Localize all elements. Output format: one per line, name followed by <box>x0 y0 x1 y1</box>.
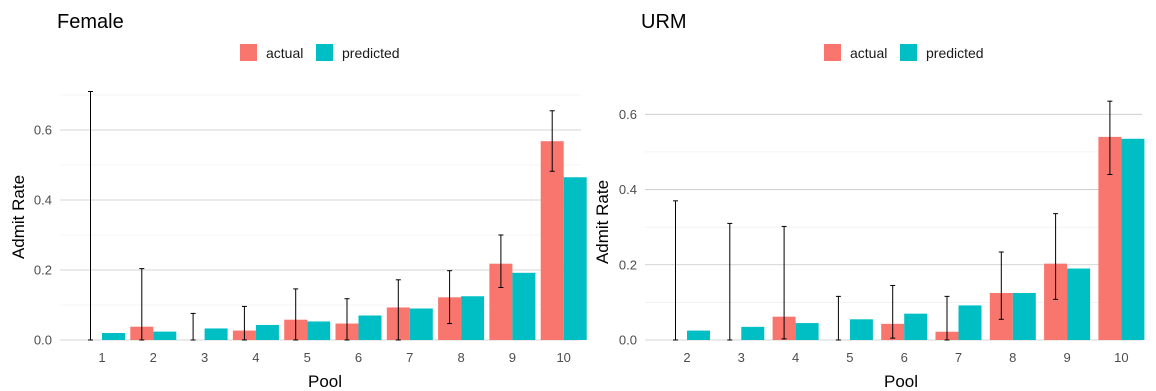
female-legend-predicted-label: predicted <box>342 45 400 61</box>
urm-bar-predicted-pool-2 <box>687 330 710 340</box>
urm-error-bar-pool-2 <box>673 200 678 341</box>
urm-error-bar-pool-7 <box>944 295 950 341</box>
female-error-bar-pool-8 <box>447 270 453 325</box>
female-y-tick-label: 0.2 <box>34 263 52 278</box>
female-x-axis-title: Pool <box>308 372 342 391</box>
female-legend-actual-label: actual <box>266 45 303 61</box>
urm-x-tick-label: 10 <box>1114 350 1128 365</box>
female-x-tick-label: 3 <box>201 350 208 365</box>
urm-chart-title: URM <box>641 11 687 33</box>
urm-y-axis-title: Admit Rate <box>593 180 612 264</box>
urm-x-tick-label: 7 <box>955 350 962 365</box>
female-y-ticks: 0.0 0.2 0.4 0.6 <box>34 123 52 348</box>
urm-bar-predicted-pool-4 <box>795 323 819 340</box>
female-legend-actual-swatch <box>240 44 257 61</box>
female-bar-predicted-pool-1 <box>102 333 125 340</box>
urm-error-bar-pool-4 <box>781 225 787 340</box>
female-bar-predicted-pool-4 <box>255 324 279 340</box>
urm-error-bar-pool-10 <box>1107 100 1113 176</box>
female-legend-predicted-swatch <box>316 44 333 61</box>
female-x-tick-label: 9 <box>509 350 516 365</box>
female-x-tick-label: 6 <box>355 350 362 365</box>
urm-legend-actual-label: actual <box>850 45 887 61</box>
female-bar-predicted-pool-10 <box>563 177 587 340</box>
urm-error-bar-pool-6 <box>890 284 896 339</box>
female-error-bar-pool-1 <box>88 91 93 341</box>
female-x-tick-label: 1 <box>98 350 105 365</box>
female-error-bar-pool-10 <box>549 110 555 172</box>
urm-x-tick-label: 5 <box>846 350 853 365</box>
urm-y-tick-label: 0.0 <box>619 333 637 348</box>
female-x-tick-label: 4 <box>252 350 259 365</box>
female-x-tick-label: 5 <box>304 350 311 365</box>
female-bar-predicted-pool-7 <box>409 308 433 340</box>
female-bar-actual-pool-9 <box>489 263 513 340</box>
female-bar-predicted-pool-3 <box>204 328 228 340</box>
urm-bar-actual-pool-10 <box>1098 136 1122 340</box>
female-panel: 0.0 0.2 0.4 0.6 1 2 3 4 5 6 7 8 9 10 Female actual p… <box>9 11 587 391</box>
urm-error-bars <box>673 100 1113 341</box>
female-error-bar-pool-7 <box>395 279 401 341</box>
urm-bar-predicted-pool-8 <box>1012 292 1036 340</box>
urm-bar-predicted-pool-6 <box>904 313 928 340</box>
urm-legend-actual-swatch <box>824 44 841 61</box>
female-x-ticks: 1 2 3 4 5 6 7 8 9 10 <box>98 350 571 365</box>
urm-bar-predicted-pool-5 <box>849 319 873 340</box>
female-error-bar-pool-9 <box>498 234 504 288</box>
female-bar-predicted-pool-2 <box>153 331 177 340</box>
female-x-tick-label: 2 <box>150 350 157 365</box>
urm-error-bar-pool-5 <box>835 295 841 341</box>
female-y-tick-label: 0.0 <box>34 333 52 348</box>
urm-x-tick-label: 9 <box>1063 350 1070 365</box>
female-legend: actual predicted <box>240 44 400 61</box>
female-x-tick-label: 10 <box>556 350 570 365</box>
female-y-tick-label: 0.6 <box>34 123 52 138</box>
urm-panel: 0.0 0.2 0.4 0.6 2 3 4 5 6 7 8 9 10 URM actual predi… <box>593 11 1145 391</box>
urm-x-tick-label: 8 <box>1009 350 1016 365</box>
female-bar-predicted-pool-9 <box>512 272 536 340</box>
urm-x-tick-label: 4 <box>792 350 799 365</box>
urm-bar-predicted-pool-3 <box>741 326 765 340</box>
female-bar-predicted-pool-6 <box>358 315 382 340</box>
female-y-axis-title: Admit Rate <box>9 175 28 259</box>
urm-legend: actual predicted <box>824 44 984 61</box>
urm-bars <box>687 136 1145 340</box>
female-x-tick-label: 8 <box>457 350 464 365</box>
urm-x-axis-title: Pool <box>884 372 918 391</box>
female-error-bar-pool-2 <box>139 268 145 341</box>
urm-error-bar-pool-9 <box>1053 213 1059 300</box>
female-bars <box>102 141 587 340</box>
urm-legend-predicted-swatch <box>900 44 917 61</box>
urm-bar-actual-pool-9 <box>1044 263 1068 340</box>
urm-bar-predicted-pool-7 <box>958 305 982 340</box>
urm-legend-predicted-label: predicted <box>926 45 984 61</box>
female-bar-actual-pool-10 <box>540 141 564 340</box>
female-error-bar-pool-5 <box>293 288 299 341</box>
urm-x-tick-label: 3 <box>738 350 745 365</box>
urm-error-bar-pool-8 <box>998 251 1004 320</box>
female-error-bar-pool-6 <box>344 298 350 341</box>
urm-x-tick-label: 2 <box>683 350 690 365</box>
urm-y-tick-label: 0.6 <box>619 107 637 122</box>
urm-y-tick-label: 0.4 <box>619 182 637 197</box>
urm-x-tick-label: 6 <box>901 350 908 365</box>
female-chart-title: Female <box>57 11 124 33</box>
urm-bar-predicted-pool-9 <box>1067 268 1091 340</box>
urm-x-ticks: 2 3 4 5 6 7 8 9 10 <box>683 350 1128 365</box>
female-error-bar-pool-4 <box>241 305 247 341</box>
female-error-bars <box>88 91 555 341</box>
female-bar-predicted-pool-5 <box>307 321 331 340</box>
female-x-tick-label: 7 <box>406 350 413 365</box>
urm-y-ticks: 0.0 0.2 0.4 0.6 <box>619 107 637 348</box>
urm-y-tick-label: 0.2 <box>619 257 637 272</box>
urm-error-bar-pool-3 <box>727 222 733 341</box>
female-y-tick-label: 0.4 <box>34 193 52 208</box>
female-bar-predicted-pool-8 <box>461 296 485 340</box>
urm-bar-predicted-pool-10 <box>1121 138 1145 340</box>
female-error-bar-pool-3 <box>190 312 196 341</box>
